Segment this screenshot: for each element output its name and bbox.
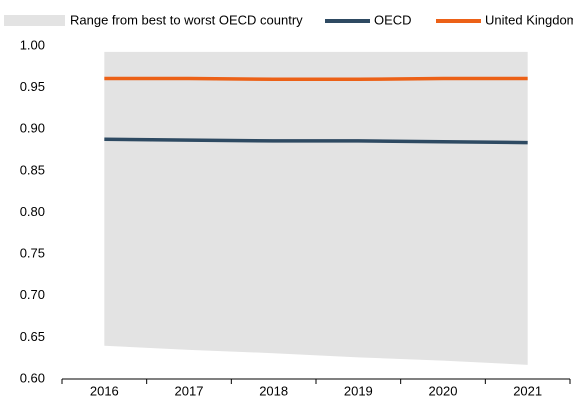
x-tick-label: 2016 xyxy=(90,383,119,398)
y-tick-label: 0.65 xyxy=(20,329,45,344)
legend-swatch xyxy=(4,15,65,26)
x-tick-label: 2018 xyxy=(259,383,288,398)
x-tick-label: 2017 xyxy=(175,383,204,398)
y-tick-label: 0.90 xyxy=(20,121,45,136)
series-line xyxy=(104,76,528,82)
series-line xyxy=(104,137,528,145)
legend-label: OECD xyxy=(374,12,412,27)
x-tick-label: 2020 xyxy=(429,383,458,398)
y-tick-label: 0.60 xyxy=(20,370,45,385)
y-tick-label: 0.70 xyxy=(20,287,45,302)
range-area xyxy=(104,51,528,365)
y-tick-label: 0.75 xyxy=(20,246,45,261)
y-tick-label: 0.85 xyxy=(20,162,45,177)
y-tick-label: 1.00 xyxy=(20,37,45,52)
legend-label: United Kingdom xyxy=(485,12,573,27)
legend-label: Range from best to worst OECD country xyxy=(70,12,303,27)
y-tick-label: 0.95 xyxy=(20,79,45,94)
x-tick-label: 2019 xyxy=(344,383,373,398)
y-tick-label: 0.80 xyxy=(20,204,45,219)
x-tick-label: 2021 xyxy=(513,383,542,398)
